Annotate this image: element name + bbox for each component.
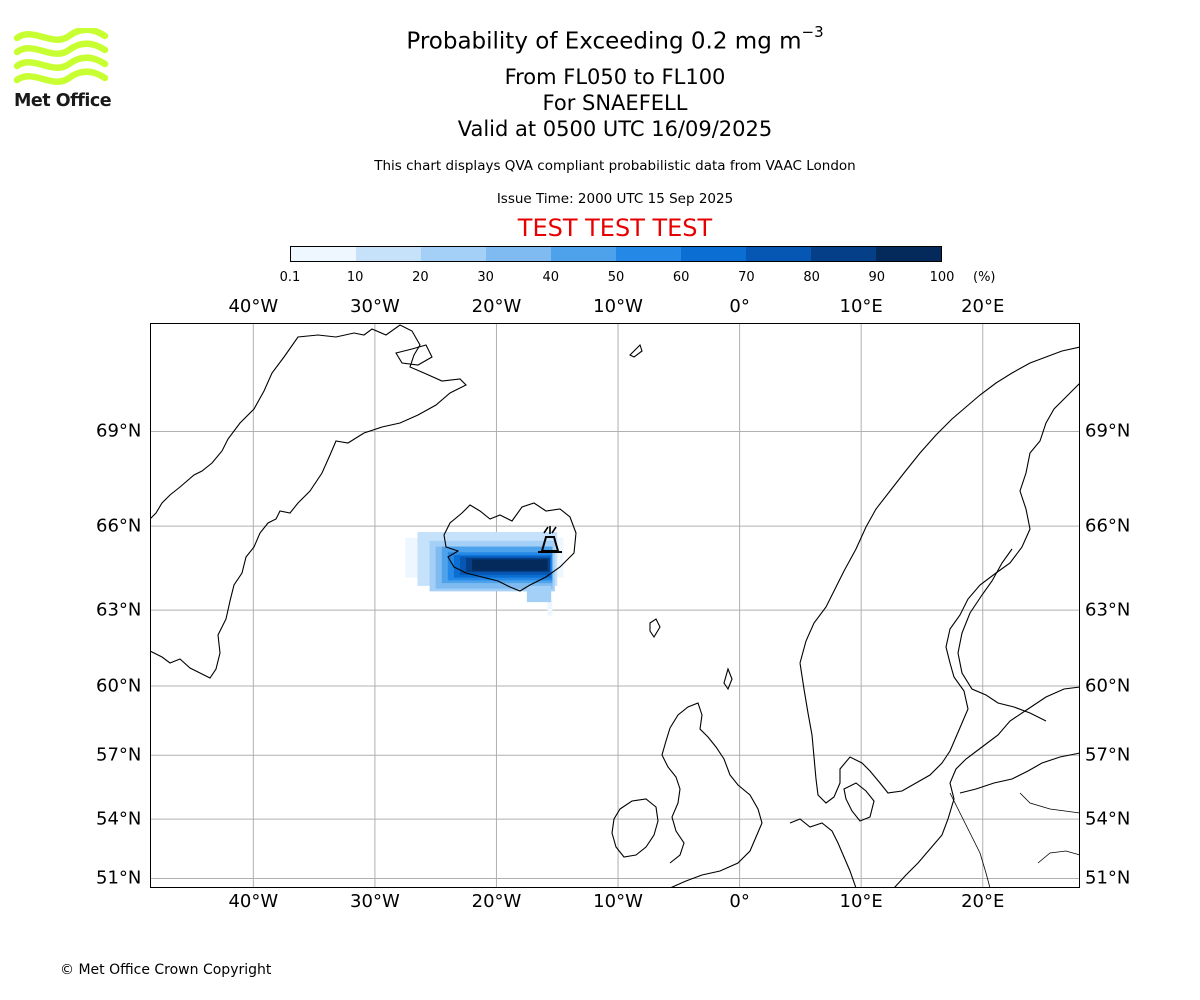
latitude-label-right: 57°N (1085, 744, 1131, 766)
valid-time: Valid at 0500 UTC 16/09/2025 (457, 117, 773, 141)
longitude-label-bottom: 20°W (471, 891, 522, 912)
colorbar-tick-label: 90 (868, 270, 886, 285)
longitude-label-top: 10°E (839, 296, 883, 317)
issue-time: Issue Time: 2000 UTC 15 Sep 2025 (496, 191, 734, 207)
colorbar-tick-label: 10 (346, 270, 364, 285)
colorbar-bin (616, 247, 681, 261)
longitude-label-top: 30°W (350, 296, 400, 317)
map-panel (150, 323, 1080, 888)
longitude-label-top: 20°E (961, 296, 1005, 317)
colorbar-tick-label: 100 (929, 270, 955, 285)
latitude-label-left: 57°N (96, 744, 142, 766)
colorbar-bin (746, 247, 811, 261)
longitude-label-top: 0° (729, 296, 750, 317)
probability-cell (547, 599, 553, 616)
latitude-label-right: 66°N (1085, 515, 1131, 537)
longitude-label-bottom: 0° (729, 891, 750, 912)
map-frame (150, 323, 1080, 888)
probability-cell (472, 559, 548, 571)
disclaimer-text: This chart displays QVA compliant probab… (374, 158, 856, 174)
colorbar-bin (486, 247, 551, 261)
coastlines (150, 324, 1080, 888)
jan-mayen (629, 343, 643, 358)
iceland-coast (443, 502, 577, 592)
title-exponent: −3 (801, 23, 824, 41)
logo-text: Met Office (14, 91, 112, 111)
denmark (843, 782, 875, 822)
latitude-label-left: 60°N (96, 675, 142, 697)
colorbar-bin (551, 247, 616, 261)
probability-colorbar (290, 246, 942, 262)
chart-title: Probability of Exceeding 0.2 mg m−3 (0, 23, 1200, 55)
continental-coast (789, 752, 1080, 888)
colorbar-bin (421, 247, 486, 261)
longitude-label-top: 20°W (471, 296, 522, 317)
greenland-north-islands (395, 344, 433, 366)
longitude-label-bottom: 20°E (961, 891, 1005, 912)
volcano-marker (538, 526, 562, 553)
colorbar-bin (356, 247, 421, 261)
latitude-label-left: 63°N (96, 599, 142, 621)
colorbar-tick-label: 80 (803, 270, 820, 285)
border-lines (949, 792, 1080, 888)
graticule (150, 323, 1080, 888)
latitude-label-right: 54°N (1085, 808, 1131, 830)
colorbar-bin (291, 247, 356, 261)
colorbar-tick-label: 40 (542, 270, 560, 285)
longitude-label-bottom: 10°E (839, 891, 883, 912)
latitude-label-left: 69°N (96, 420, 142, 442)
gulf-of-bothnia (957, 548, 1047, 722)
latitude-label-right: 69°N (1085, 420, 1131, 442)
norway-sweden-coast (799, 346, 1080, 804)
great-britain-coast (661, 702, 763, 888)
longitude-label-bottom: 30°W (350, 891, 400, 912)
volcano-name: For SNAEFELL (542, 91, 688, 115)
colorbar-bin (681, 247, 746, 261)
colorbar-tick-label: 20 (412, 270, 429, 285)
flight-level-range: From FL050 to FL100 (504, 65, 726, 89)
colorbar-tick-label: 50 (607, 270, 625, 285)
probability-cell (526, 585, 552, 603)
baltic-coast (893, 686, 1080, 888)
colorbar-tick-label: 30 (477, 270, 494, 285)
ireland-coast (611, 798, 659, 858)
colorbar-tick-label: 0.1 (279, 270, 301, 285)
latitude-label-left: 66°N (96, 515, 142, 537)
colorbar-bin (811, 247, 876, 261)
latitude-label-left: 54°N (96, 808, 142, 830)
colorbar-tick-label: 60 (672, 270, 690, 285)
longitude-label-top: 10°W (593, 296, 643, 317)
colorbar-tick-label: 70 (738, 270, 755, 285)
met-office-logo (13, 28, 109, 85)
latitude-label-right: 60°N (1085, 675, 1131, 697)
longitude-label-bottom: 10°W (593, 891, 643, 912)
longitude-label-top: 40°W (228, 296, 279, 317)
ash-probability-plume (405, 531, 564, 616)
longitude-label-bottom: 40°W (228, 891, 279, 912)
title-text: Probability of Exceeding 0.2 mg m (406, 28, 802, 55)
latitude-label-right: 51°N (1085, 867, 1131, 889)
colorbar-bin (876, 247, 941, 261)
faroe-islands (649, 618, 661, 639)
latitude-label-left: 51°N (96, 867, 142, 889)
colorbar-unit: (%) (973, 270, 996, 285)
greenland-coast (150, 324, 467, 679)
latitude-label-right: 63°N (1085, 599, 1131, 621)
shetland (723, 667, 733, 691)
copyright-text: © Met Office Crown Copyright (60, 962, 272, 978)
test-banner: TEST TEST TEST (517, 214, 713, 242)
